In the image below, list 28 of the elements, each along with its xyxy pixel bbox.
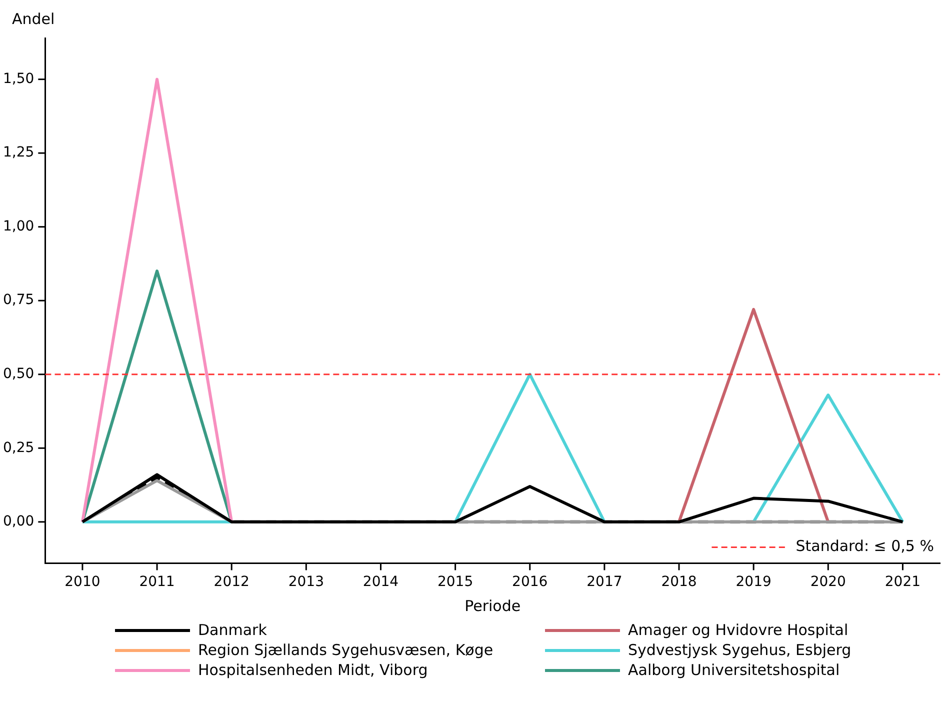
- x-tick-label: 2010: [64, 574, 100, 590]
- x-tick-label: 2012: [214, 574, 250, 590]
- y-tick-label: 1,50: [3, 70, 34, 87]
- x-tick-label: 2011: [139, 574, 175, 590]
- y-tick-label: 0,50: [3, 366, 34, 382]
- x-tick-label: 2013: [288, 574, 324, 590]
- legend-label: Amager og Hvidovre Hospital: [628, 621, 848, 639]
- legend-label: Standard: ≤ 0,5 %: [796, 537, 934, 556]
- y-tick-label: 1,25: [3, 144, 34, 161]
- legend-label: Hospitalsenheden Midt, Viborg: [198, 661, 428, 679]
- y-axis-title: Andel: [12, 10, 55, 28]
- x-tick-label: 2015: [437, 574, 474, 590]
- x-tick-label: 2021: [884, 574, 921, 590]
- y-tick-label: 0,00: [3, 514, 34, 530]
- y-tick-label: 0,75: [3, 292, 34, 308]
- x-tick-label: 2020: [810, 574, 846, 590]
- x-tick-label: 2019: [736, 574, 772, 590]
- y-tick-label: 1,00: [3, 218, 34, 234]
- legend-label: Sydvestjysk Sygehus, Esbjerg: [628, 641, 852, 659]
- x-tick-label: 2014: [362, 574, 399, 590]
- legend-label: Region Sjællands Sygehusvæsen, Køge: [198, 641, 494, 659]
- legend-label: Danmark: [198, 621, 267, 639]
- y-tick-label: 0,25: [3, 440, 34, 456]
- x-axis-title: Periode: [464, 596, 521, 615]
- x-tick-label: 2016: [512, 574, 548, 590]
- x-tick-label: 2018: [661, 574, 697, 590]
- x-tick-label: 2017: [586, 574, 622, 590]
- legend-label: Aalborg Universitetshospital: [628, 661, 840, 679]
